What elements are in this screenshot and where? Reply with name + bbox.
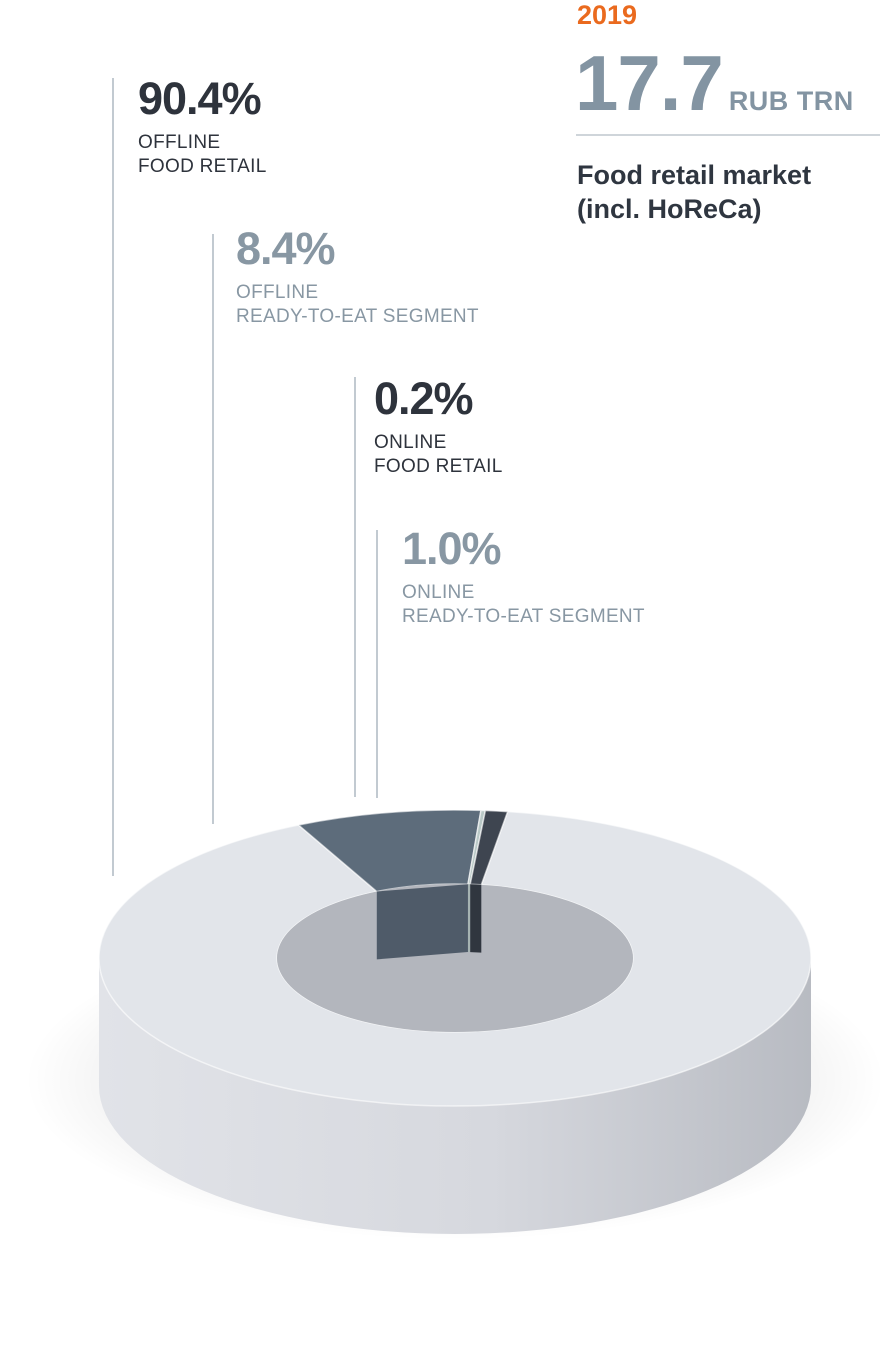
label-online-ready-to-eat: 1.0% ONLINE READY-TO-EAT SEGMENT	[402, 526, 645, 629]
divider	[576, 134, 880, 136]
slice-cut-face	[467, 884, 471, 953]
slice-value-label: 1.0%	[402, 523, 502, 574]
slice-value-label: 90.4%	[138, 73, 262, 124]
slice-name-label: OFFLINE FOOD RETAIL	[138, 132, 267, 177]
label-online-food-retail: 0.2% ONLINE FOOD RETAIL	[374, 376, 503, 479]
leader-line-offline-ready-to-eat	[212, 234, 214, 824]
leader-line-online-ready-to-eat	[376, 530, 378, 798]
slice-value-label: 0.2%	[374, 373, 474, 424]
donut-hole	[277, 884, 633, 1032]
slice-name-label: ONLINE FOOD RETAIL	[374, 432, 503, 477]
year-label: 2019	[577, 0, 638, 30]
market-total-value: 17.7	[575, 39, 724, 127]
market-title: Food retail market (incl. HoReCa)	[577, 160, 812, 224]
label-offline-food-retail: 90.4% OFFLINE FOOD RETAIL	[138, 76, 267, 179]
donut-outer-wall	[99, 958, 811, 1234]
slice-value-label: 8.4%	[236, 223, 336, 274]
slice-cut-face	[470, 884, 482, 953]
market-total: 17.7 RUB TRN	[575, 44, 854, 122]
slice-name-label: ONLINE READY-TO-EAT SEGMENT	[402, 582, 645, 627]
slice-cut-face	[376, 884, 468, 960]
leader-line-offline-food-retail	[112, 78, 114, 876]
slice-name-label: OFFLINE READY-TO-EAT SEGMENT	[236, 282, 479, 327]
label-offline-ready-to-eat: 8.4% OFFLINE READY-TO-EAT SEGMENT	[236, 226, 479, 329]
market-total-unit: RUB TRN	[728, 86, 854, 116]
leader-line-online-food-retail	[354, 377, 356, 797]
